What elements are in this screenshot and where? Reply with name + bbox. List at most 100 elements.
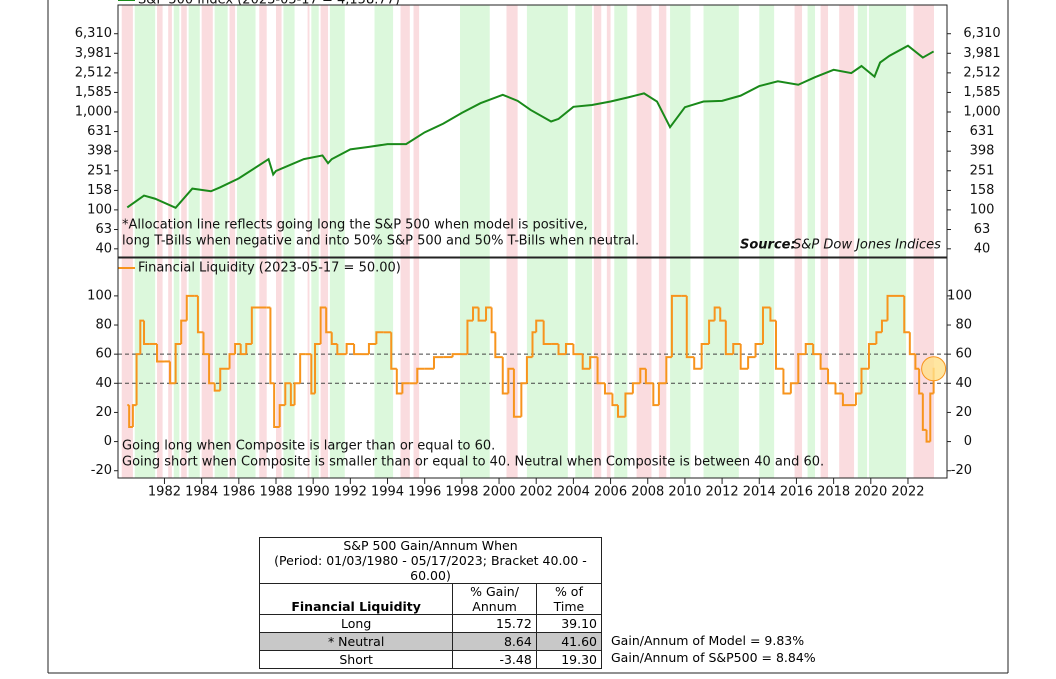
header-line: Annum — [472, 599, 517, 614]
line-step — [929, 392, 934, 442]
line-step — [507, 367, 514, 394]
long-band — [311, 5, 319, 257]
short-band — [181, 5, 187, 257]
line-step — [202, 332, 210, 356]
plot-border — [117, 257, 948, 479]
x-tick-label: 1992 — [334, 485, 367, 500]
line-step — [657, 382, 667, 406]
long-band — [614, 258, 628, 478]
short-band — [794, 5, 803, 257]
short-band — [229, 5, 236, 257]
long-band — [759, 5, 775, 257]
line-step — [611, 393, 619, 407]
line-step — [693, 357, 702, 370]
line-step — [918, 368, 923, 395]
x-tick-label: 2008 — [631, 485, 664, 500]
x-tick-label: 2022 — [891, 485, 924, 500]
line-step — [631, 382, 641, 394]
line-step — [174, 342, 182, 384]
header-line: Time — [553, 599, 585, 614]
y-tick-label: 3,981 — [963, 46, 1000, 61]
line-step — [353, 343, 362, 356]
y-tick-label: 631 — [87, 124, 112, 139]
short-band — [121, 258, 133, 478]
long-band — [575, 5, 592, 257]
table-row: Long 15.72 39.10 — [258, 614, 603, 633]
line-step — [185, 294, 195, 321]
line-step — [310, 354, 316, 395]
long-band — [670, 5, 691, 257]
short-band — [320, 5, 329, 257]
short-band — [229, 258, 236, 478]
line-step — [512, 368, 522, 418]
line-step — [143, 320, 150, 345]
table-cell: 39.10 — [535, 614, 603, 633]
short-band — [275, 258, 282, 478]
line-step — [472, 306, 479, 321]
long-band — [374, 258, 394, 478]
table-row: * Neutral 8.64 41.60 — [258, 632, 603, 651]
line-step — [685, 295, 695, 359]
long-band — [374, 5, 394, 257]
line-step — [213, 383, 221, 392]
header-row: Financial Liquidity% Gain/Annum% of Time — [258, 583, 603, 615]
note: Gain/Annum of Model = 9.83% — [611, 633, 805, 648]
line-step — [739, 343, 749, 370]
short-band — [307, 5, 310, 257]
line-step — [135, 353, 141, 406]
short-band — [157, 5, 163, 257]
table-cell: Short — [258, 650, 454, 669]
line-step — [196, 295, 204, 334]
y-tick-label: 0 — [964, 434, 972, 449]
long-band — [188, 258, 200, 478]
x-tick-label: 2014 — [743, 485, 776, 500]
line-step — [700, 342, 710, 369]
y-tick-label: 80 — [955, 318, 972, 333]
table-row: Short -3.48 19.30 — [258, 650, 603, 669]
long-band — [173, 5, 180, 257]
y-tick-label: 100 — [87, 202, 112, 217]
short-band — [157, 258, 163, 478]
y-tick-label: 60 — [95, 347, 112, 362]
annotation: Going long when Composite is larger than… — [122, 439, 495, 454]
line-step — [708, 319, 715, 344]
x-tick-label: 2000 — [482, 485, 515, 500]
long-band — [868, 5, 907, 257]
line-step — [880, 319, 888, 333]
end-marker — [921, 356, 947, 382]
line-step — [713, 306, 721, 321]
title-line: (Period: 01/03/1980 - 05/17/2023; Bracke… — [274, 553, 587, 583]
legend-label: S&P 500 Index (2023-05-17 = 4,158.77) — [138, 0, 400, 8]
line-step — [219, 367, 230, 391]
note: Gain/Annum of S&P500 = 8.84% — [611, 650, 816, 665]
line-step — [269, 307, 275, 385]
short-band — [307, 258, 310, 478]
y-tick-label: 631 — [970, 124, 995, 139]
short-band — [658, 5, 667, 257]
table-cell: -3.48 — [452, 650, 537, 669]
long-band — [759, 258, 775, 478]
long-band — [614, 5, 628, 257]
long-band — [134, 258, 156, 478]
y-tick-label: 6,310 — [963, 26, 1000, 41]
line-step — [330, 332, 338, 345]
x-tick-label: 1996 — [408, 485, 441, 500]
line-step — [804, 342, 814, 355]
line-step — [854, 392, 862, 406]
short-band — [201, 5, 213, 257]
long-band — [214, 5, 228, 257]
y-tick-label: 20 — [955, 405, 972, 420]
line-step — [239, 343, 247, 356]
line-step — [390, 332, 397, 370]
table-cell: 19.30 — [535, 650, 603, 669]
long-band — [283, 258, 295, 478]
line — [126, 44, 935, 210]
annotation: Going short when Composite is smaller th… — [122, 455, 824, 470]
line-step — [589, 356, 598, 369]
line-step — [169, 361, 176, 385]
table-cell: Long — [258, 614, 454, 633]
line-step — [925, 429, 931, 443]
line-step — [520, 382, 527, 417]
short-band — [506, 5, 518, 257]
line-step — [769, 307, 776, 322]
